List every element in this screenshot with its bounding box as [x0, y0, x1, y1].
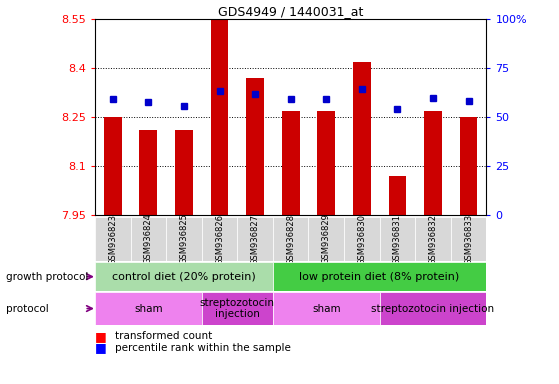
Text: GSM936827: GSM936827 [250, 214, 259, 265]
Text: GSM936824: GSM936824 [144, 214, 153, 265]
Text: transformed count: transformed count [115, 331, 212, 341]
Text: ■: ■ [95, 341, 107, 354]
Text: GSM936829: GSM936829 [322, 214, 331, 265]
Bar [415, 217, 451, 261]
Text: control diet (20% protein): control diet (20% protein) [112, 271, 256, 282]
Bar [202, 217, 238, 261]
Text: streptozotocin injection: streptozotocin injection [371, 303, 495, 314]
Text: sham: sham [312, 303, 340, 314]
Bar [202, 292, 273, 325]
Bar [175, 130, 193, 215]
Text: GSM936832: GSM936832 [428, 214, 438, 265]
Bar [451, 217, 486, 261]
Bar [246, 78, 264, 215]
Text: ■: ■ [95, 330, 107, 343]
Text: growth protocol: growth protocol [6, 271, 88, 282]
Title: GDS4949 / 1440031_at: GDS4949 / 1440031_at [218, 5, 363, 18]
Bar [380, 292, 486, 325]
Text: GSM936833: GSM936833 [464, 214, 473, 265]
Bar [389, 176, 406, 215]
Bar [273, 217, 309, 261]
Bar [95, 262, 273, 291]
Text: percentile rank within the sample: percentile rank within the sample [115, 343, 291, 353]
Bar [95, 217, 131, 261]
Bar [166, 217, 202, 261]
Bar [104, 117, 122, 215]
Bar [353, 62, 371, 215]
Bar [273, 292, 380, 325]
Text: low protein diet (8% protein): low protein diet (8% protein) [300, 271, 459, 282]
Bar [282, 111, 300, 215]
Bar [380, 217, 415, 261]
Bar [309, 217, 344, 261]
Bar [131, 217, 166, 261]
Bar [211, 19, 229, 215]
Text: sham: sham [134, 303, 163, 314]
Bar [238, 217, 273, 261]
Text: GSM936823: GSM936823 [108, 214, 117, 265]
Bar [459, 117, 477, 215]
Bar [424, 111, 442, 215]
Text: streptozotocin
injection: streptozotocin injection [200, 298, 275, 319]
Text: GSM936831: GSM936831 [393, 214, 402, 265]
Text: GSM936828: GSM936828 [286, 214, 295, 265]
Text: protocol: protocol [6, 303, 48, 314]
Text: GSM936825: GSM936825 [179, 214, 188, 265]
Text: GSM936830: GSM936830 [357, 214, 366, 265]
Bar [273, 262, 486, 291]
Bar [95, 292, 202, 325]
Bar [318, 111, 335, 215]
Bar [344, 217, 380, 261]
Bar [140, 130, 157, 215]
Text: GSM936826: GSM936826 [215, 214, 224, 265]
